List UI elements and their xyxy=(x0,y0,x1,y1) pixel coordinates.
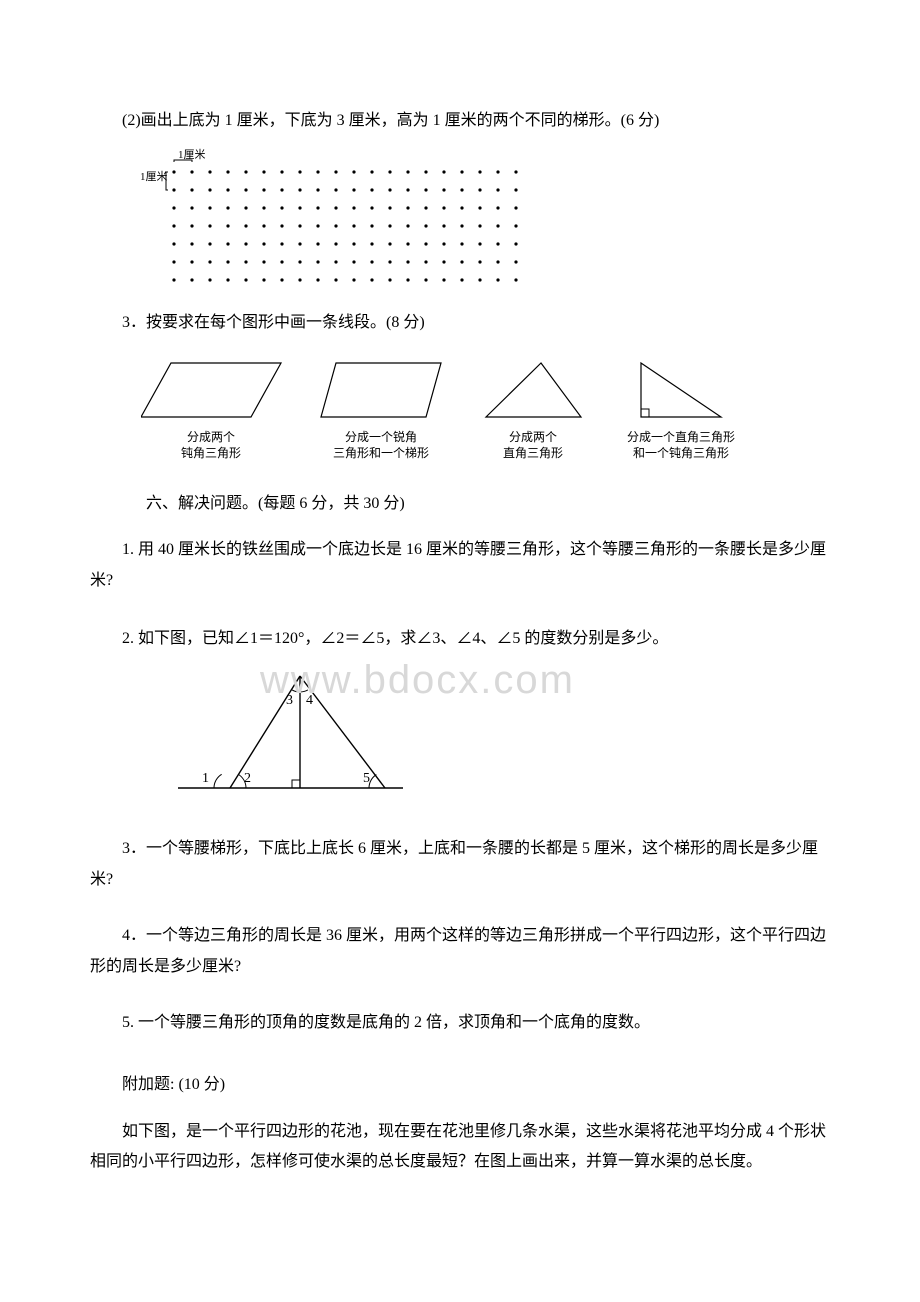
problem-6-4: 4．一个等边三角形的周长是 36 厘米，用两个这样的等边三角形拼成一个平行四边形… xyxy=(90,921,830,982)
svg-text:分成两个: 分成两个 xyxy=(509,430,557,444)
svg-text:5: 5 xyxy=(363,771,370,786)
question-3: 3．按要求在每个图形中画一条线段。(8 分) xyxy=(90,308,830,338)
svg-text:钝角三角形: 钝角三角形 xyxy=(181,446,241,460)
shapes-row: 分成两个钝角三角形 分成一个锐角三角形和一个梯形 分成两个直角三角形 分成一个直角三角… xyxy=(141,355,830,475)
svg-text:1厘米: 1厘米 xyxy=(140,170,168,183)
svg-text:和一个钝角三角形: 和一个钝角三角形 xyxy=(633,446,729,460)
svg-text:直角三角形: 直角三角形 xyxy=(503,446,563,460)
question-2-2: (2)画出上底为 1 厘米，下底为 3 厘米，高为 1 厘米的两个不同的梯形。(… xyxy=(90,106,830,136)
dot-grid-figure: 1厘米 1厘米 xyxy=(138,146,830,304)
svg-text:4: 4 xyxy=(306,693,313,708)
triangle-figure: 1 2 34 5 xyxy=(170,658,830,808)
svg-text:3: 3 xyxy=(286,693,293,708)
extra-text: 如下图，是一个平行四边形的花池，现在要在花池里修几条水渠，这些水渠将花池平均分成… xyxy=(90,1117,830,1178)
extra-heading: 附加题: (10 分) xyxy=(90,1070,830,1100)
svg-text:1: 1 xyxy=(202,771,209,786)
svg-text:分成一个锐角: 分成一个锐角 xyxy=(345,430,417,444)
svg-text:分成一个直角三角形: 分成一个直角三角形 xyxy=(627,430,735,444)
section-6-heading: 六、解决问题。(每题 6 分，共 30 分) xyxy=(90,489,830,519)
problem-6-1: 1. 用 40 厘米长的铁丝围成一个底边长是 16 厘米的等腰三角形，这个等腰三… xyxy=(90,535,830,596)
svg-text:1厘米: 1厘米 xyxy=(178,148,206,161)
problem-6-5: 5. 一个等腰三角形的顶角的度数是底角的 2 倍，求顶角和一个底角的度数。 xyxy=(90,1008,830,1038)
problem-6-2: 2. 如下图，已知∠1＝120°，∠2＝∠5，求∠3、∠4、∠5 的度数分别是多… xyxy=(90,624,830,654)
svg-text:2: 2 xyxy=(244,771,251,786)
svg-text:三角形和一个梯形: 三角形和一个梯形 xyxy=(333,446,429,460)
svg-text:分成两个: 分成两个 xyxy=(187,430,235,444)
problem-6-3: 3．一个等腰梯形，下底比上底长 6 厘米，上底和一条腰的长都是 5 厘米，这个梯… xyxy=(90,834,830,895)
